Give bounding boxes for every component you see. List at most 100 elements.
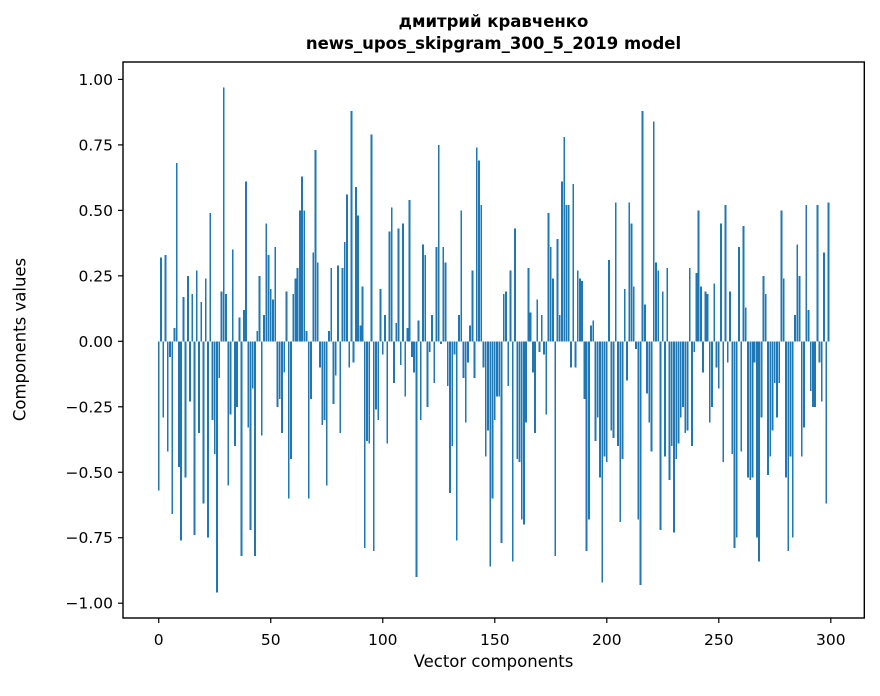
bars-group	[157, 87, 830, 593]
bar	[283, 341, 286, 373]
bar	[247, 341, 250, 428]
bar	[697, 210, 700, 342]
bar	[377, 341, 380, 420]
bar	[520, 341, 523, 520]
y-axis-ticks: 1.00 0.75 0.50 0.25 0.00 −0.25 −0.50 −0.75 −1.00	[66, 71, 123, 613]
bar	[359, 325, 362, 342]
bar	[538, 341, 541, 352]
bar	[650, 341, 653, 452]
bar	[281, 341, 283, 433]
bar	[505, 291, 507, 342]
bar	[789, 341, 792, 457]
bar	[713, 283, 716, 342]
bar	[688, 267, 691, 342]
bar	[240, 341, 243, 557]
bar	[570, 341, 572, 368]
x-tick-label: 100	[368, 631, 398, 649]
bar	[623, 288, 626, 342]
bar	[343, 241, 346, 342]
bar	[298, 210, 301, 342]
bar	[825, 341, 828, 504]
bar	[332, 341, 335, 405]
bar	[648, 341, 651, 423]
bar	[442, 247, 445, 342]
bar	[258, 275, 261, 342]
bar	[552, 278, 554, 342]
bar	[617, 341, 619, 447]
bar	[612, 341, 615, 439]
x-axis-ticks: 0 50 100 150 200 250 300	[154, 618, 846, 649]
bar	[213, 341, 216, 454]
bar	[603, 341, 606, 457]
bar	[399, 341, 402, 365]
bar	[274, 247, 277, 342]
bar	[189, 341, 191, 402]
bar	[162, 341, 165, 418]
bar	[166, 341, 169, 452]
bar	[211, 341, 214, 420]
bar	[547, 212, 550, 342]
bar	[397, 228, 400, 342]
x-tick-label: 50	[261, 631, 281, 649]
bar	[218, 341, 221, 378]
bar	[749, 341, 752, 481]
bar	[379, 288, 382, 342]
bar	[536, 299, 539, 342]
bar	[388, 231, 391, 342]
bar	[769, 341, 772, 457]
bar	[686, 341, 689, 431]
bar	[267, 254, 270, 342]
bar	[740, 341, 743, 452]
bar	[726, 341, 729, 363]
bar	[231, 249, 234, 342]
bar	[352, 341, 355, 363]
bar	[753, 341, 756, 363]
bar	[489, 341, 492, 567]
bar	[590, 325, 592, 342]
bar	[480, 205, 483, 342]
bar	[263, 315, 265, 342]
bar	[363, 341, 366, 549]
bar	[531, 341, 534, 373]
y-tick-label: 0.50	[78, 202, 113, 220]
bar	[426, 341, 429, 407]
x-tick-label: 300	[816, 631, 846, 649]
bar	[545, 341, 548, 415]
bar	[729, 291, 731, 342]
bar	[514, 228, 516, 342]
bar	[157, 341, 160, 491]
bar	[782, 278, 785, 342]
bar	[285, 291, 288, 342]
bar	[330, 267, 333, 342]
bar	[585, 341, 588, 551]
bar	[321, 341, 324, 426]
bar	[641, 110, 644, 342]
bar	[764, 294, 767, 342]
y-tick-label: 0.25	[78, 267, 113, 285]
bar	[171, 341, 174, 515]
bar	[386, 341, 389, 444]
bar	[776, 341, 778, 418]
bar	[805, 205, 808, 342]
bar	[296, 267, 299, 342]
bar	[182, 296, 185, 342]
bar	[294, 278, 297, 342]
bar	[178, 341, 180, 468]
bar	[404, 341, 407, 397]
bar	[209, 212, 212, 342]
bar	[446, 341, 449, 386]
bar	[733, 341, 736, 549]
bar	[643, 304, 646, 342]
bar	[702, 341, 705, 373]
bar	[679, 341, 682, 418]
bar	[410, 341, 413, 358]
bar	[635, 341, 637, 350]
bar	[722, 341, 725, 462]
bar	[773, 341, 776, 384]
bar	[328, 330, 330, 342]
bar	[626, 341, 628, 381]
bar	[664, 341, 666, 457]
bar	[312, 252, 315, 342]
bar	[675, 341, 678, 460]
